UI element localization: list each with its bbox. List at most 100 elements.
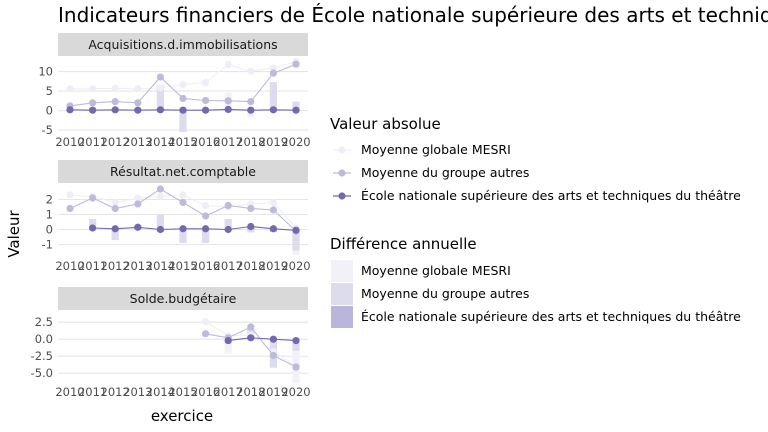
data-point — [111, 225, 119, 233]
series-line — [92, 225, 297, 231]
data-point — [179, 94, 187, 103]
data-point — [247, 222, 255, 231]
legend-keys — [331, 146, 353, 328]
diff-bar — [179, 110, 187, 133]
x-tick-label: 2016 — [191, 135, 220, 149]
x-tick-label: 2015 — [168, 135, 197, 149]
legend-key-bar — [331, 260, 353, 282]
legend-label-lines-1: Moyenne du groupe autres — [361, 165, 529, 180]
panel-strip — [58, 33, 308, 56]
y-tick-label: -5 — [42, 123, 53, 137]
diff-bar — [156, 214, 165, 230]
data-point — [202, 225, 210, 233]
diff-bar — [292, 339, 300, 384]
diff-bar — [247, 229, 255, 233]
data-point — [202, 96, 210, 105]
data-point — [269, 198, 277, 207]
data-point — [89, 224, 97, 232]
series-line — [228, 337, 297, 342]
data-point — [202, 317, 210, 326]
data-point — [247, 204, 255, 213]
diff-bar — [247, 110, 255, 118]
data-point — [292, 60, 300, 68]
data-point — [111, 84, 119, 92]
diff-bar — [269, 82, 278, 111]
data-point — [269, 206, 277, 214]
data-point — [224, 105, 232, 114]
x-tick-label: 2020 — [281, 259, 310, 273]
x-tick-label: 2016 — [191, 259, 220, 273]
data-point — [134, 194, 142, 202]
data-point — [134, 200, 142, 208]
diff-bar — [292, 101, 300, 111]
legend-title-lines: Valeur absolue — [330, 115, 441, 133]
y-tick-label: -2.5 — [31, 349, 53, 363]
data-point — [179, 225, 187, 233]
diff-bar — [156, 84, 165, 111]
panel-3: Solde.budgétaire-5.0-2.50.02.52010201120… — [31, 287, 311, 399]
data-point — [269, 69, 277, 77]
x-tick-label: 2011 — [78, 259, 107, 273]
x-tick-label: 2018 — [236, 135, 265, 149]
legend-key-bar — [331, 306, 353, 328]
data-point — [247, 334, 255, 342]
x-tick-label: 2012 — [101, 259, 130, 273]
data-point — [179, 106, 187, 114]
data-point — [66, 191, 74, 199]
legend-key-point — [338, 192, 346, 200]
data-point — [224, 60, 232, 69]
panel-strip-label: Solde.budgétaire — [130, 291, 237, 306]
panel-1: Acquisitions.d.immobilisations -5 0 5 10 2010… — [38, 33, 311, 149]
x-tick-label: 2011 — [78, 135, 107, 149]
y-axis-title: Valeur — [5, 209, 23, 257]
data-point — [66, 85, 74, 93]
x-tick-label: 2012 — [101, 385, 130, 399]
data-point — [134, 106, 142, 114]
x-tick-label: 2015 — [168, 385, 197, 399]
diff-bar — [224, 339, 232, 354]
data-point — [269, 106, 277, 114]
diff-bar — [292, 229, 300, 251]
data-point — [156, 73, 164, 81]
data-point — [111, 106, 119, 114]
panels: Acquisitions.d.immobilisations-505102010… — [31, 33, 311, 399]
x-tick-label: 2020 — [281, 135, 310, 149]
x-tick-label: 2010 — [55, 135, 84, 149]
data-point — [269, 225, 277, 233]
data-point — [202, 330, 210, 338]
data-point — [202, 78, 210, 87]
data-point — [224, 336, 232, 345]
data-point — [66, 106, 74, 114]
data-point — [179, 80, 187, 89]
data-point — [111, 204, 119, 213]
y-tick-label: 2 — [46, 193, 53, 207]
data-point — [247, 323, 255, 331]
data-point — [269, 335, 277, 343]
panel-strip — [58, 160, 308, 183]
data-point — [247, 106, 255, 114]
x-tick-label: 2018 — [236, 385, 265, 399]
legend-label-lines-0: Moyenne globale MESRI — [361, 142, 511, 157]
data-point — [156, 192, 164, 201]
x-tick-label: 2018 — [236, 259, 265, 273]
x-tick-label: 2017 — [214, 259, 243, 273]
y-tick-label: 10 — [38, 65, 53, 79]
x-tick-label: 2014 — [146, 385, 175, 399]
x-tick-label: 2019 — [259, 259, 288, 273]
diff-bar — [111, 229, 119, 240]
y-tick-label: 0 — [46, 223, 53, 237]
x-tick-label: 2013 — [123, 385, 152, 399]
legend-label-bars-1: Moyenne du groupe autres — [361, 286, 529, 301]
legend-key-bar — [331, 283, 353, 305]
data-point — [134, 99, 142, 107]
x-tick-label: 2013 — [123, 135, 152, 149]
data-point — [247, 67, 255, 75]
x-tick-label: 2011 — [78, 385, 107, 399]
panel-strip-label: Acquisitions.d.immobilisations — [88, 37, 277, 52]
data-point — [89, 85, 97, 93]
x-tick-label: 2013 — [123, 259, 152, 273]
data-point — [156, 185, 164, 193]
data-point — [224, 97, 232, 105]
data-point — [134, 85, 142, 93]
data-point — [269, 64, 277, 72]
